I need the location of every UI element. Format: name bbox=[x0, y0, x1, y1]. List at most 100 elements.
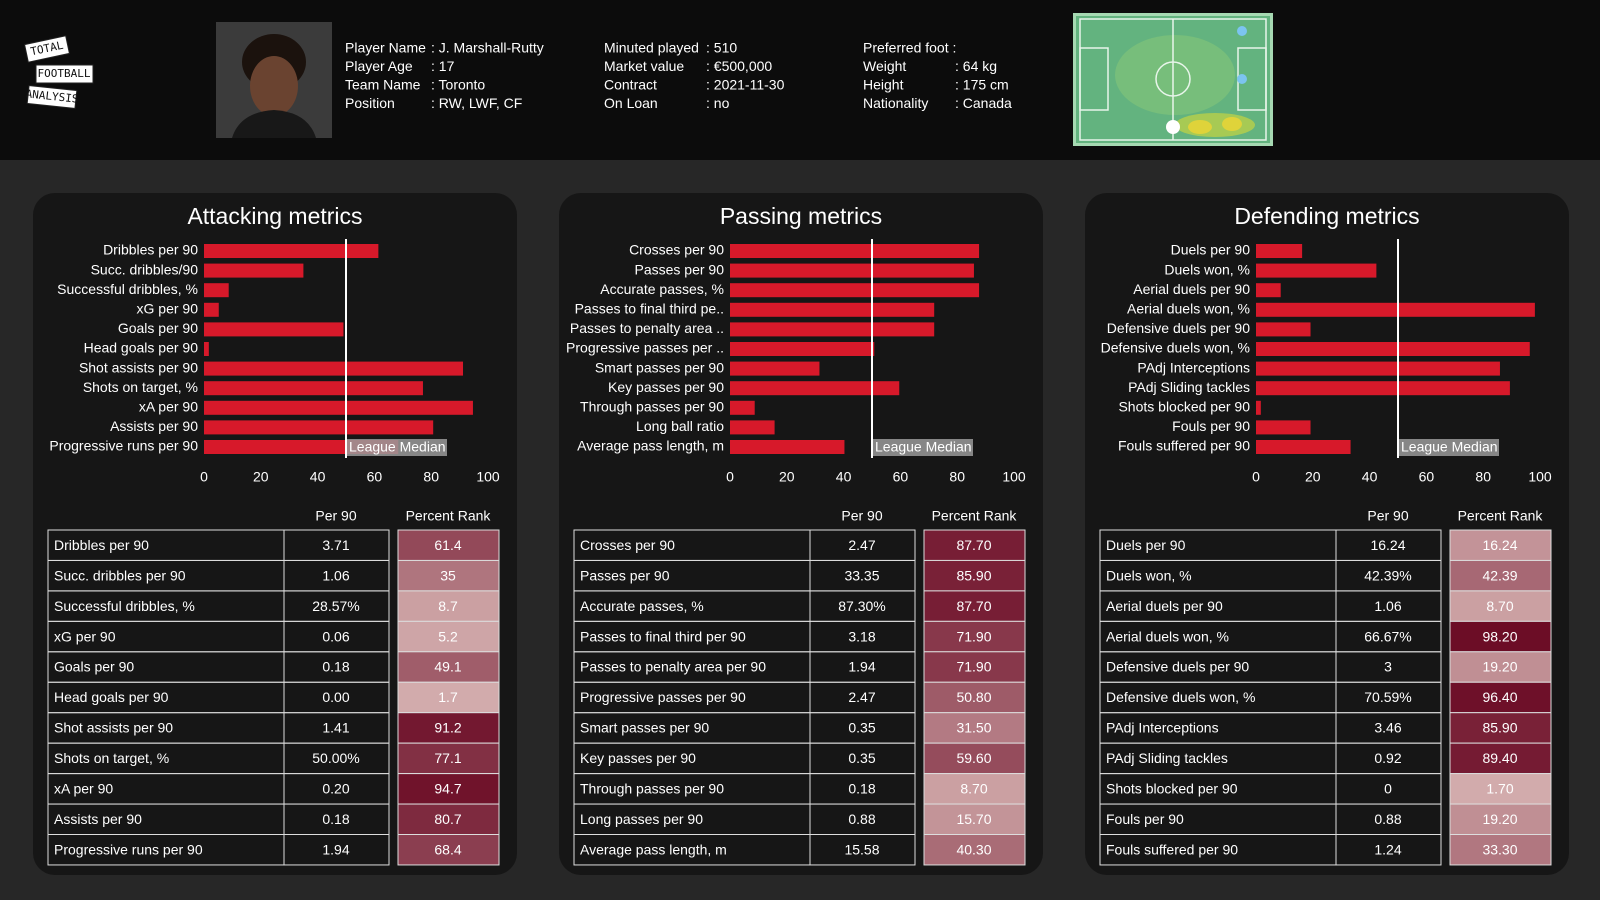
logo-text: FOOTBALL bbox=[38, 67, 91, 80]
metric-name: Long passes per 90 bbox=[580, 811, 703, 827]
bar bbox=[204, 263, 304, 278]
metric-name: Aerial duels per 90 bbox=[1106, 598, 1223, 614]
per90-value: 1.94 bbox=[322, 841, 349, 857]
per90-value: 1.24 bbox=[1374, 841, 1401, 857]
x-tick-label: 80 bbox=[423, 469, 439, 485]
per90-value: 0.06 bbox=[322, 628, 349, 644]
x-tick-label: 20 bbox=[779, 469, 795, 485]
rank-cell bbox=[397, 681, 500, 714]
per90-value: 3.46 bbox=[1374, 720, 1401, 736]
per90-value: 0.92 bbox=[1374, 750, 1401, 766]
bar bbox=[204, 302, 219, 317]
per90-value: 0.20 bbox=[322, 781, 349, 797]
percent-rank: 8.70 bbox=[1486, 598, 1513, 614]
bar bbox=[204, 420, 434, 435]
percent-rank: 8.70 bbox=[960, 781, 987, 797]
info-label: On Loan bbox=[604, 95, 658, 111]
metric-name: Key passes per 90 bbox=[580, 750, 696, 766]
info-label: Player Age bbox=[345, 58, 413, 74]
percent-rank: 71.90 bbox=[956, 659, 991, 675]
metric-name: xA per 90 bbox=[54, 781, 113, 797]
x-tick-label: 80 bbox=[949, 469, 965, 485]
metric-name: Progressive runs per 90 bbox=[54, 841, 203, 857]
rank-cell bbox=[1449, 803, 1552, 835]
metric-name: Goals per 90 bbox=[54, 659, 134, 675]
bar-label: Assists per 90 bbox=[110, 418, 198, 434]
per90-value: 0.18 bbox=[322, 811, 349, 827]
pitch-lines bbox=[1079, 18, 1267, 141]
info-value: : Toronto bbox=[431, 77, 485, 93]
bar-label: Defensive duels per 90 bbox=[1107, 320, 1250, 336]
player-info: Player Name: J. Marshall-Rutty Player Age… bbox=[345, 40, 1012, 112]
info-label: Team Name bbox=[345, 77, 421, 93]
rank-cell bbox=[397, 773, 500, 805]
bar-label: Successful dribbles, % bbox=[57, 281, 198, 297]
logo-text: ANALYSIS bbox=[25, 87, 79, 105]
bar-label: Fouls per 90 bbox=[1172, 418, 1250, 434]
x-tick-label: 80 bbox=[1475, 469, 1491, 485]
percent-rank: 40.30 bbox=[956, 841, 991, 857]
metric-name: Succ. dribbles per 90 bbox=[54, 567, 186, 583]
per90-value: 33.35 bbox=[844, 567, 879, 583]
metrics-panel: Passing metrics Crosses per 90 Passes per … bbox=[559, 193, 1043, 875]
x-tick-label: 60 bbox=[367, 469, 383, 485]
per90-value: 0.88 bbox=[848, 811, 875, 827]
bar-label: Dribbles per 90 bbox=[103, 242, 198, 258]
bar-label: Fouls suffered per 90 bbox=[1118, 438, 1250, 454]
panel-title: Attacking metrics bbox=[187, 203, 362, 229]
per90-value: 1.94 bbox=[848, 659, 875, 675]
bar-label: Passes to penalty area .. bbox=[570, 320, 724, 336]
per90-value: 50.00% bbox=[312, 750, 359, 766]
bar-label: PAdj Sliding tackles bbox=[1128, 379, 1250, 395]
column-header: Percent Rank bbox=[406, 508, 492, 524]
bar-label: Smart passes per 90 bbox=[595, 359, 724, 375]
percent-rank: 49.1 bbox=[434, 659, 461, 675]
rank-cell bbox=[1449, 742, 1552, 775]
bar bbox=[204, 244, 379, 258]
position-dot bbox=[1237, 26, 1247, 36]
metric-name: Shots on target, % bbox=[54, 750, 169, 766]
percent-rank: 50.80 bbox=[956, 689, 991, 705]
info-label: Weight bbox=[863, 58, 906, 74]
bar bbox=[1256, 322, 1311, 337]
metric-name: Fouls per 90 bbox=[1106, 811, 1184, 827]
median-label: League Median bbox=[875, 439, 972, 455]
rank-cell bbox=[923, 773, 1026, 805]
bar-label: xA per 90 bbox=[139, 399, 198, 415]
bar bbox=[730, 440, 845, 454]
percent-rank: 98.20 bbox=[1482, 628, 1517, 644]
rank-cell bbox=[923, 742, 1026, 775]
percent-rank: 15.70 bbox=[956, 811, 991, 827]
percent-rank: 87.70 bbox=[956, 537, 991, 553]
bar bbox=[1256, 400, 1261, 415]
column-header: Percent Rank bbox=[1458, 508, 1544, 524]
metric-name: Duels per 90 bbox=[1106, 537, 1186, 553]
x-tick-label: 0 bbox=[1252, 469, 1260, 485]
info-label: Height bbox=[863, 77, 904, 93]
per90-value: 1.06 bbox=[322, 567, 349, 583]
percent-rank: 35 bbox=[440, 567, 456, 583]
bar bbox=[204, 283, 229, 298]
metric-name: Duels won, % bbox=[1106, 567, 1192, 583]
metric-name: Shots blocked per 90 bbox=[1106, 781, 1238, 797]
x-tick-label: 60 bbox=[1419, 469, 1435, 485]
bar bbox=[1256, 302, 1535, 317]
per90-value: 0 bbox=[1384, 781, 1392, 797]
percent-rank: 1.70 bbox=[1486, 781, 1513, 797]
rank-cell bbox=[397, 834, 500, 866]
per90-value: 1.41 bbox=[322, 720, 349, 736]
bar bbox=[1256, 420, 1311, 435]
bar bbox=[1256, 244, 1303, 258]
percent-rank: 16.24 bbox=[1482, 537, 1517, 553]
info-label: Player Name bbox=[345, 40, 426, 56]
penalty-box bbox=[1079, 47, 1109, 111]
metric-name: Passes to penalty area per 90 bbox=[580, 659, 766, 675]
info-value: : 64 kg bbox=[955, 58, 997, 74]
per90-value: 3 bbox=[1384, 659, 1392, 675]
bar-label: Aerial duels per 90 bbox=[1133, 281, 1250, 297]
per90-value: 66.67% bbox=[1364, 628, 1411, 644]
bar bbox=[1256, 381, 1510, 396]
median-label-bg bbox=[873, 439, 973, 456]
